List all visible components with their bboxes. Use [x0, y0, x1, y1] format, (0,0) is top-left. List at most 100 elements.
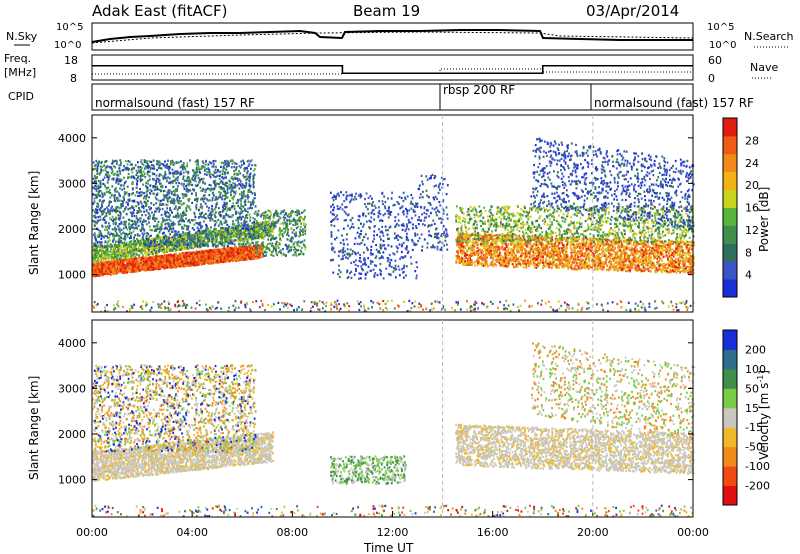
- echo-pixel: [199, 254, 202, 257]
- echo-pixel: [180, 253, 183, 256]
- echo-pixel: [99, 190, 102, 193]
- echo-pixel: [256, 257, 259, 260]
- echo-pixel: [180, 243, 183, 246]
- echo-pixel: [158, 164, 161, 167]
- echo-pixel: [199, 242, 202, 245]
- echo-pixel: [130, 260, 133, 264]
- echo-pixel: [207, 245, 209, 248]
- echo-pixel: [236, 248, 239, 251]
- echo-pixel: [239, 172, 242, 175]
- echo-pixel: [168, 228, 171, 231]
- echo-pixel: [228, 250, 231, 253]
- echo-pixel: [162, 164, 165, 167]
- echo-pixel: [194, 218, 196, 221]
- echo-pixel: [212, 261, 215, 264]
- echo-pixel: [93, 258, 96, 262]
- echo-pixel: [242, 242, 245, 246]
- echo-pixel: [206, 254, 209, 257]
- echo-pixel: [162, 250, 165, 253]
- echo-pixel: [117, 254, 120, 257]
- echo-pixel: [127, 172, 130, 175]
- echo-pixel: [182, 171, 185, 174]
- echo-pixel: [222, 231, 225, 234]
- echo-pixel: [159, 248, 162, 251]
- echo-pixel: [153, 249, 156, 252]
- echo-pixel: [132, 266, 135, 269]
- echo-pixel: [243, 176, 246, 179]
- echo-pixel: [210, 249, 213, 252]
- echo-pixel: [250, 256, 252, 259]
- echo-pixel: [134, 255, 137, 258]
- echo-pixel: [105, 261, 108, 264]
- echo-pixel: [173, 254, 175, 257]
- echo-pixel: [107, 261, 110, 264]
- echo-pixel: [226, 235, 228, 238]
- echo-pixel: [168, 237, 170, 240]
- echo-pixel: [123, 252, 126, 255]
- echo-pixel: [219, 248, 222, 251]
- echo-pixel: [149, 261, 152, 264]
- echo-pixel: [201, 260, 204, 263]
- echo-pixel: [203, 197, 205, 201]
- echo-pixel: [252, 230, 255, 233]
- echo-pixel: [203, 262, 206, 265]
- echo-pixel: [146, 268, 149, 271]
- echo-pixel: [225, 256, 228, 259]
- echo-pixel: [158, 182, 161, 185]
- echo-pixel: [135, 257, 138, 260]
- echo-pixel: [147, 259, 150, 262]
- echo-pixel: [247, 247, 250, 250]
- echo-pixel: [236, 249, 239, 252]
- echo-pixel: [163, 267, 166, 270]
- echo-pixel: [178, 199, 180, 202]
- echo-pixel: [246, 257, 248, 260]
- echo-pixel: [196, 261, 198, 264]
- echo-pixel: [224, 255, 227, 258]
- station-title: Adak East (fitACF): [92, 2, 227, 20]
- echo-pixel: [168, 262, 171, 265]
- echo-pixel: [117, 271, 120, 274]
- echo-pixel: [107, 264, 109, 267]
- echo-pixel: [126, 268, 129, 271]
- echo-pixel: [116, 268, 119, 271]
- echo-pixel: [188, 253, 191, 256]
- echo-pixel: [190, 256, 193, 259]
- echo-pixel: [113, 261, 116, 264]
- echo-pixel: [184, 258, 186, 261]
- echo-pixel: [173, 247, 176, 250]
- echo-pixel: [152, 203, 155, 206]
- echo-pixel: [218, 256, 221, 259]
- echo-pixel: [164, 259, 167, 262]
- echo-pixel: [94, 265, 97, 268]
- echo-pixel: [247, 200, 250, 203]
- echo-pixel: [100, 235, 103, 238]
- echo-pixel: [116, 160, 119, 163]
- echo-pixel: [110, 270, 112, 273]
- echo-pixel: [128, 261, 131, 265]
- echo-pixel: [109, 212, 112, 215]
- echo-pixel: [110, 264, 113, 267]
- echo-pixel: [251, 207, 254, 210]
- echo-pixel: [116, 257, 119, 260]
- echo-pixel: [115, 272, 118, 275]
- echo-pixel: [190, 259, 193, 262]
- echo-pixel: [159, 240, 162, 243]
- echo-pixel: [226, 189, 229, 192]
- echo-pixel: [180, 265, 182, 268]
- echo-pixel: [224, 259, 227, 263]
- echo-pixel: [166, 265, 168, 268]
- echo-pixel: [223, 201, 226, 204]
- echo-pixel: [120, 246, 123, 249]
- noise-tick-left-top: 10^5: [56, 22, 83, 33]
- echo-pixel: [157, 259, 160, 263]
- echo-pixel: [155, 251, 158, 254]
- echo-pixel: [167, 259, 170, 263]
- echo-pixel: [96, 240, 99, 244]
- echo-pixel: [237, 258, 240, 261]
- echo-pixel: [166, 163, 169, 166]
- echo-pixel: [214, 257, 216, 260]
- echo-pixel: [159, 260, 162, 263]
- echo-pixel: [155, 202, 158, 205]
- echo-pixel: [135, 262, 138, 265]
